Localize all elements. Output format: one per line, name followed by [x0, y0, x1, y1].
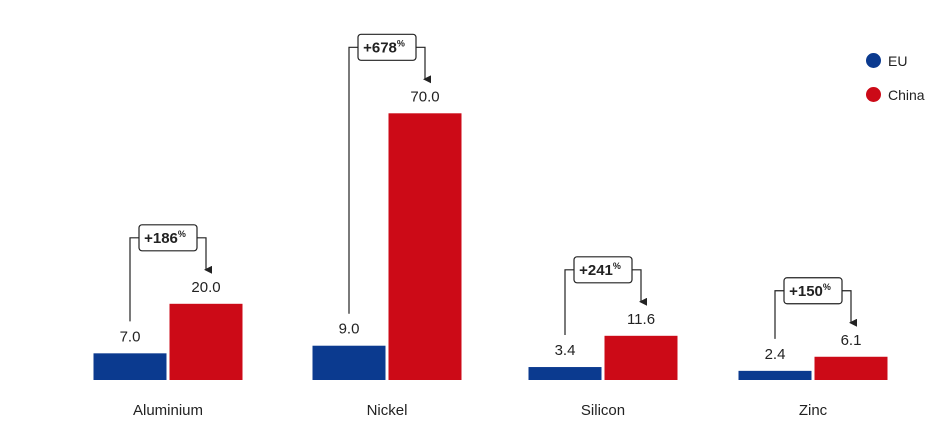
value-label-china-aluminium: 20.0	[191, 279, 220, 296]
legend-swatch-eu	[866, 53, 881, 68]
value-label-china-zinc: 6.1	[841, 332, 862, 349]
annotation-box-aluminium	[138, 224, 198, 252]
annotation-box-zinc	[783, 277, 843, 305]
bar-eu-aluminium	[93, 353, 167, 380]
bar-china-nickel	[388, 113, 462, 381]
labels-layer: 7.0 20.0 Aluminium 9.0 70.0 Nickel 3.4 11.6 Sili…	[120, 88, 862, 419]
annotation-box-nickel	[357, 33, 417, 61]
bar-eu-nickel	[312, 345, 386, 380]
legend-swatch-china	[866, 87, 881, 102]
annotation-arrow-silicon	[632, 269, 647, 306]
annotations-layer: +186% +678% +241% +150%	[129, 33, 857, 339]
annotation-arrow-nickel	[416, 46, 431, 84]
annotation-connector-left-aluminium	[129, 237, 139, 322]
bar-china-zinc	[814, 356, 888, 380]
legend-item-eu: EU	[866, 50, 925, 71]
value-label-eu-nickel: 9.0	[339, 321, 360, 338]
annotation-label-nickel: +678%	[363, 38, 405, 56]
category-label-silicon: Silicon	[581, 402, 625, 419]
annotation-connector-left-nickel	[348, 46, 358, 314]
bar-china-silicon	[604, 335, 678, 380]
bar-eu-zinc	[738, 370, 812, 380]
value-label-china-silicon: 11.6	[627, 311, 655, 328]
annotation-label-aluminium: +186%	[144, 229, 186, 247]
annotation-connector-left-silicon	[564, 269, 574, 336]
value-label-eu-silicon: 3.4	[555, 342, 576, 359]
annotation-arrow-zinc	[842, 290, 857, 327]
legend-item-china: China	[866, 84, 925, 105]
annotation-arrow-aluminium	[197, 237, 212, 274]
annotation-label-silicon: +241%	[579, 261, 621, 279]
legend-label-china: China	[888, 86, 925, 103]
bars-layer	[93, 113, 888, 381]
category-label-nickel: Nickel	[367, 402, 408, 419]
annotation-box-silicon	[573, 256, 633, 284]
value-label-eu-zinc: 2.4	[765, 346, 786, 363]
legend-label-eu: EU	[888, 52, 908, 69]
value-label-china-nickel: 70.0	[410, 88, 439, 105]
category-label-aluminium: Aluminium	[133, 402, 203, 419]
legend: EU China	[866, 50, 925, 118]
annotation-label-zinc: +150%	[789, 282, 831, 300]
bar-china-aluminium	[169, 303, 243, 380]
annotation-connector-left-zinc	[774, 290, 784, 339]
category-label-zinc: Zinc	[799, 402, 828, 419]
value-label-eu-aluminium: 7.0	[120, 328, 141, 345]
bar-eu-silicon	[528, 367, 602, 380]
